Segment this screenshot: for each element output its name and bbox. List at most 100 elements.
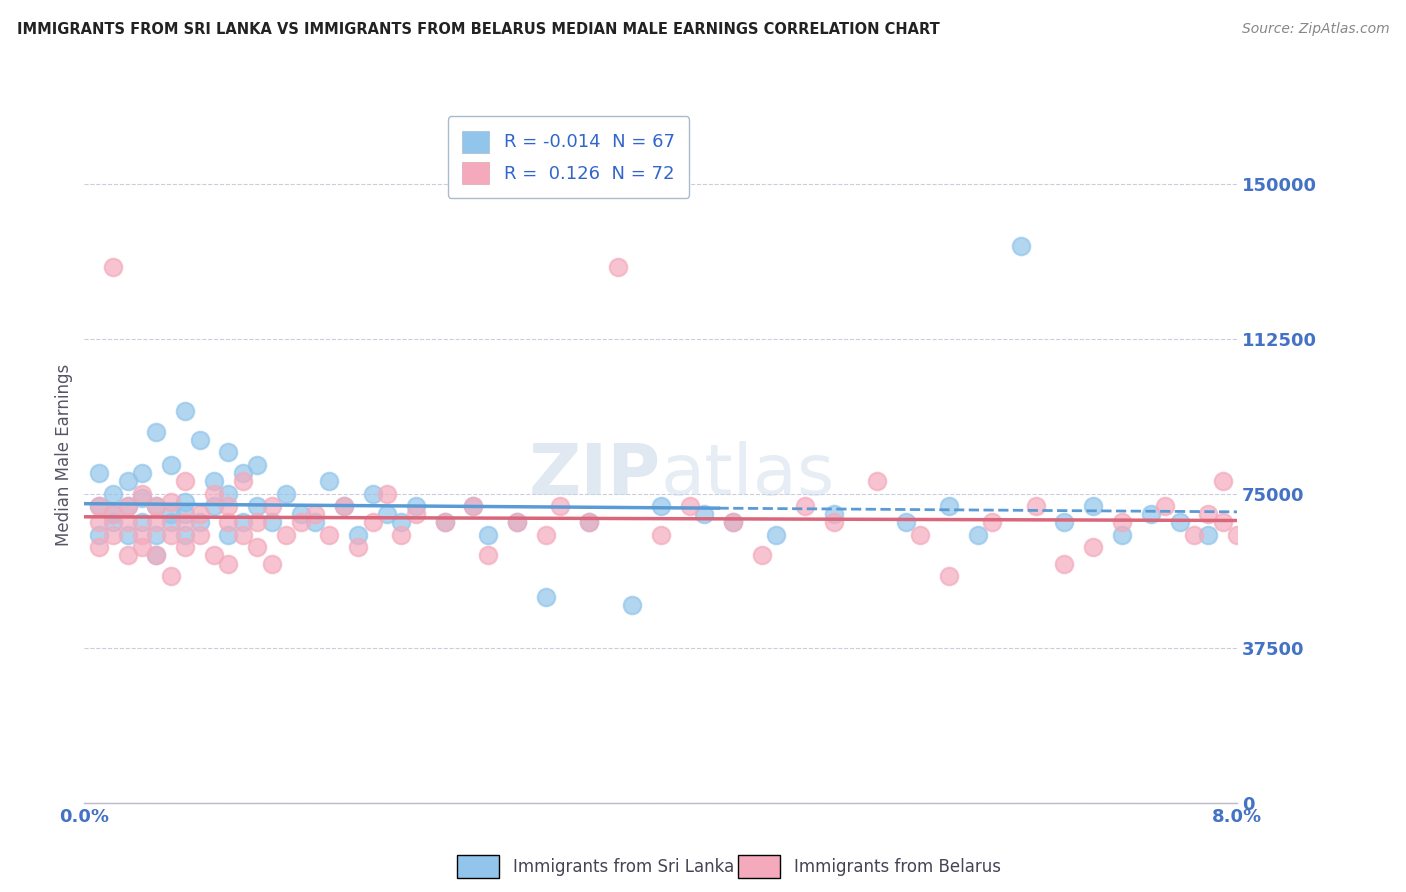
Point — [188, 433, 211, 447]
Point — [606, 260, 628, 274]
Point — [103, 528, 124, 542]
Point — [87, 528, 110, 542]
Point — [375, 486, 398, 500]
Point — [117, 499, 139, 513]
Point — [246, 499, 269, 513]
Y-axis label: Median Male Earnings: Median Male Earnings — [55, 364, 73, 546]
Point — [202, 486, 225, 500]
Point — [1111, 516, 1133, 530]
Point — [721, 516, 744, 530]
Point — [823, 507, 845, 521]
Point — [232, 516, 254, 530]
Point — [145, 425, 167, 439]
Point — [866, 474, 889, 488]
Point — [1168, 516, 1191, 530]
Point — [188, 528, 211, 542]
Point — [145, 528, 167, 542]
Point — [534, 590, 557, 604]
Point — [347, 528, 370, 542]
Text: atlas: atlas — [661, 442, 835, 510]
Point — [260, 557, 283, 571]
Point — [131, 491, 153, 505]
Point — [218, 445, 240, 459]
Point — [145, 516, 167, 530]
Point — [218, 516, 240, 530]
Point — [276, 486, 298, 500]
Point — [506, 516, 529, 530]
Point — [174, 507, 197, 521]
Point — [260, 499, 283, 513]
Point — [232, 528, 254, 542]
Point — [823, 516, 845, 530]
Point — [650, 499, 672, 513]
Point — [246, 540, 269, 554]
Point — [477, 549, 499, 563]
Point — [202, 474, 225, 488]
Point — [391, 516, 413, 530]
Point — [103, 486, 124, 500]
Point — [578, 516, 600, 530]
Text: Source: ZipAtlas.com: Source: ZipAtlas.com — [1241, 22, 1389, 37]
Point — [347, 540, 370, 554]
Point — [160, 458, 183, 472]
Point — [1198, 507, 1220, 521]
Point — [751, 549, 773, 563]
Point — [188, 507, 211, 521]
Point — [218, 499, 240, 513]
Point — [433, 516, 456, 530]
Point — [160, 495, 183, 509]
Point — [477, 528, 499, 542]
Point — [1111, 528, 1133, 542]
Point — [160, 507, 183, 521]
Point — [160, 516, 183, 530]
Point — [1083, 540, 1105, 554]
Point — [318, 474, 340, 488]
Point — [1154, 499, 1177, 513]
Point — [174, 540, 197, 554]
Point — [131, 540, 153, 554]
Text: Immigrants from Belarus: Immigrants from Belarus — [794, 858, 1001, 876]
Point — [87, 499, 110, 513]
Legend: R = -0.014  N = 67, R =  0.126  N = 72: R = -0.014 N = 67, R = 0.126 N = 72 — [449, 116, 689, 198]
Point — [246, 516, 269, 530]
Point — [894, 516, 917, 530]
Point — [938, 499, 960, 513]
Point — [188, 516, 211, 530]
Point — [304, 507, 326, 521]
Point — [1010, 239, 1032, 253]
Point — [1025, 499, 1047, 513]
Point — [260, 516, 283, 530]
Point — [794, 499, 817, 513]
Point — [1226, 528, 1249, 542]
Point — [1053, 557, 1076, 571]
Point — [103, 516, 124, 530]
Point — [1198, 528, 1220, 542]
Point — [361, 516, 384, 530]
Point — [1212, 516, 1234, 530]
Point — [174, 516, 197, 530]
Point — [506, 516, 529, 530]
Point — [145, 549, 167, 563]
Point — [103, 260, 124, 274]
Point — [218, 486, 240, 500]
Point — [202, 499, 225, 513]
Point — [1182, 528, 1205, 542]
Text: IMMIGRANTS FROM SRI LANKA VS IMMIGRANTS FROM BELARUS MEDIAN MALE EARNINGS CORREL: IMMIGRANTS FROM SRI LANKA VS IMMIGRANTS … — [17, 22, 939, 37]
Text: Immigrants from Sri Lanka: Immigrants from Sri Lanka — [513, 858, 734, 876]
Point — [232, 474, 254, 488]
Point — [103, 507, 124, 521]
Point — [578, 516, 600, 530]
Point — [765, 528, 787, 542]
Point — [117, 516, 139, 530]
Point — [131, 466, 153, 480]
Point — [405, 507, 427, 521]
Point — [87, 540, 110, 554]
Point — [405, 499, 427, 513]
Point — [1083, 499, 1105, 513]
Point — [534, 528, 557, 542]
Point — [145, 499, 167, 513]
Point — [318, 528, 340, 542]
Point — [145, 549, 167, 563]
Point — [131, 528, 153, 542]
Point — [160, 569, 183, 583]
